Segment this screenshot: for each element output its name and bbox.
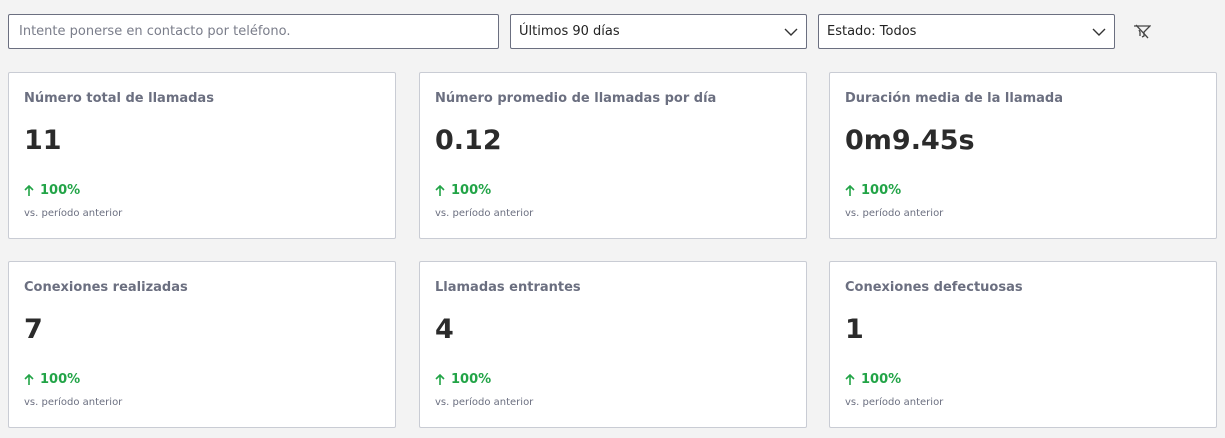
metric-title: Número promedio de llamadas por día bbox=[435, 91, 717, 106]
metric-title: Llamadas entrantes bbox=[435, 280, 581, 295]
search-input[interactable] bbox=[8, 14, 499, 49]
metric-card: Número total de llamadas 11 100% vs. per… bbox=[8, 72, 396, 239]
metric-title: Conexiones realizadas bbox=[24, 280, 188, 295]
metric-change-value: 100% bbox=[451, 183, 492, 198]
metric-comparison: vs. período anterior bbox=[24, 397, 123, 408]
metric-card: Llamadas entrantes 4 100% vs. período an… bbox=[419, 261, 807, 428]
metric-value: 1 bbox=[845, 314, 864, 345]
arrow-up-icon bbox=[845, 184, 855, 196]
metric-change: 100% bbox=[24, 372, 80, 387]
metric-value: 7 bbox=[24, 314, 43, 345]
metric-comparison: vs. período anterior bbox=[24, 208, 123, 219]
arrow-up-icon bbox=[435, 373, 445, 385]
status-dropdown[interactable]: Estado: Todos bbox=[818, 14, 1115, 49]
metric-change-value: 100% bbox=[861, 372, 902, 387]
metric-card: Duración media de la llamada 0m9.45s 100… bbox=[829, 72, 1217, 239]
arrow-up-icon bbox=[24, 373, 34, 385]
metric-value: 4 bbox=[435, 314, 454, 345]
metric-comparison: vs. período anterior bbox=[845, 208, 944, 219]
chevron-down-icon bbox=[1092, 28, 1106, 36]
arrow-up-icon bbox=[845, 373, 855, 385]
metric-change-value: 100% bbox=[40, 372, 81, 387]
metric-value: 0m9.45s bbox=[845, 125, 975, 156]
metric-change: 100% bbox=[845, 372, 901, 387]
metric-card: Conexiones defectuosas 1 100% vs. períod… bbox=[829, 261, 1217, 428]
metric-change: 100% bbox=[435, 372, 491, 387]
metric-change-value: 100% bbox=[40, 183, 81, 198]
chevron-down-icon bbox=[784, 28, 798, 36]
arrow-up-icon bbox=[435, 184, 445, 196]
metric-change: 100% bbox=[845, 183, 901, 198]
metric-title: Conexiones defectuosas bbox=[845, 280, 1023, 295]
filter-clear-icon bbox=[1134, 24, 1151, 39]
metric-change: 100% bbox=[24, 183, 80, 198]
metric-change-value: 100% bbox=[451, 372, 492, 387]
metric-title: Número total de llamadas bbox=[24, 91, 214, 106]
clear-filter-button[interactable] bbox=[1130, 20, 1154, 44]
metric-comparison: vs. período anterior bbox=[845, 397, 944, 408]
metric-card: Conexiones realizadas 7 100% vs. período… bbox=[8, 261, 396, 428]
metric-comparison: vs. período anterior bbox=[435, 208, 534, 219]
metric-card: Número promedio de llamadas por día 0.12… bbox=[419, 72, 807, 239]
metric-change: 100% bbox=[435, 183, 491, 198]
metric-value: 11 bbox=[24, 125, 62, 156]
metric-comparison: vs. período anterior bbox=[435, 397, 534, 408]
period-dropdown[interactable]: Últimos 90 días bbox=[510, 14, 807, 49]
period-dropdown-value: Últimos 90 días bbox=[519, 24, 620, 39]
status-dropdown-value: Estado: Todos bbox=[827, 24, 917, 39]
arrow-up-icon bbox=[24, 184, 34, 196]
metric-value: 0.12 bbox=[435, 125, 502, 156]
metric-change-value: 100% bbox=[861, 183, 902, 198]
metric-title: Duración media de la llamada bbox=[845, 91, 1064, 106]
